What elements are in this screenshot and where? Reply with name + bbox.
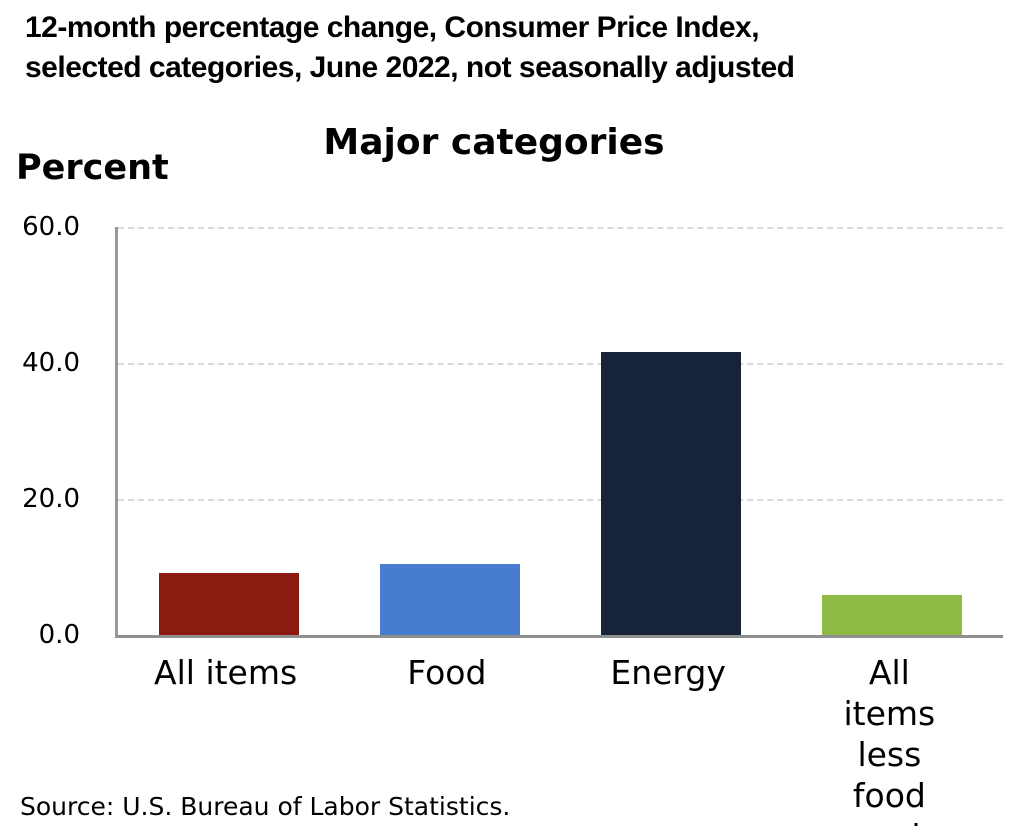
gridline-40.0: [118, 363, 1003, 365]
source-note: Source: U.S. Bureau of Labor Statistics.: [20, 792, 511, 821]
bar-all-items: [158, 573, 299, 635]
y-tick-label-20.0: 20.0: [22, 484, 80, 514]
chart-title: Major categories: [323, 122, 665, 163]
bar-food: [379, 564, 520, 635]
figure-title-line2: selected categories, June 2022, not seas…: [25, 51, 795, 84]
y-tick-label-60.0: 60.0: [22, 212, 80, 242]
x-tick-label-food: Food: [407, 653, 487, 692]
bar-all-items: [822, 594, 963, 635]
figure-title: 12-month percentage change, Consumer Pri…: [25, 8, 965, 88]
plot-area: [115, 227, 1003, 638]
x-tick-label-energy: Energy: [610, 653, 726, 692]
y-tick-label-0.0: 0.0: [38, 620, 80, 650]
y-axis-title: Percent: [16, 148, 169, 188]
gridline-60.0: [118, 227, 1003, 229]
figure-title-line1: 12-month percentage change, Consumer Pri…: [25, 11, 760, 44]
bar-energy: [601, 352, 742, 635]
y-tick-label-40.0: 40.0: [22, 348, 80, 378]
gridline-20.0: [118, 499, 1003, 501]
x-tick-label-all-items: All items: [154, 653, 298, 692]
y-axis-labels: 60.0 40.0 20.0 0.0: [0, 212, 80, 650]
x-tick-label-all-items: All items less food and energy: [843, 653, 936, 826]
